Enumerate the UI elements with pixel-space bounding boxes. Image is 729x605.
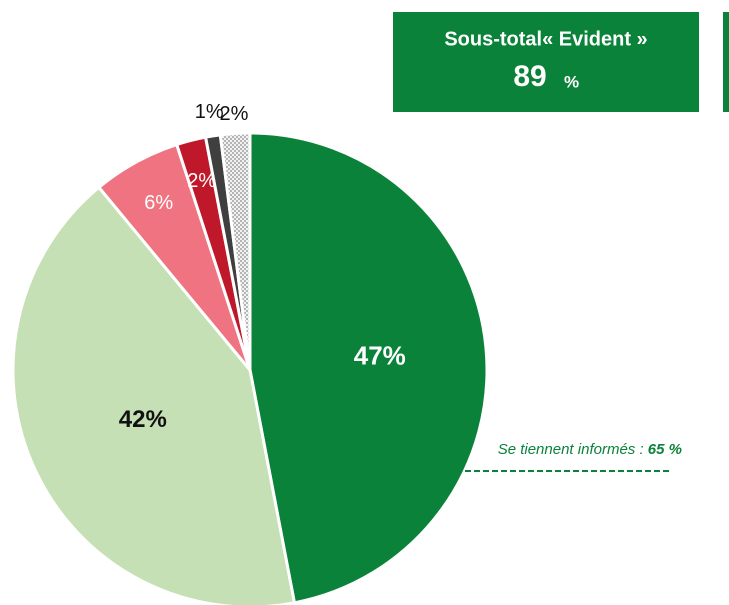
pie-slice bbox=[218, 131, 252, 371]
slice-label: 42% bbox=[119, 406, 167, 433]
slice-label: 47% bbox=[354, 341, 406, 371]
second-box bbox=[723, 12, 729, 112]
pie-slice bbox=[11, 185, 297, 605]
slice-label: 6% bbox=[144, 192, 173, 214]
subtotal-title: Sous-total« Evident » bbox=[444, 28, 647, 50]
pie bbox=[11, 131, 489, 605]
pie-slice bbox=[248, 131, 489, 605]
annotation: Se tiennent informés : 65 % bbox=[498, 441, 682, 458]
annotation-value: 65 % bbox=[648, 441, 682, 458]
slice-label: 1% bbox=[195, 101, 224, 123]
annotation-text: Se tiennent informés : bbox=[498, 441, 648, 458]
subtotal-box bbox=[393, 12, 699, 112]
slice-label: 2% bbox=[187, 170, 216, 192]
subtotal-value: 89 bbox=[513, 60, 546, 93]
subtotal-unit: % bbox=[564, 72, 579, 91]
slice-label: 2% bbox=[219, 103, 248, 125]
pie-labels: 47%42%6%2%1%2% bbox=[119, 101, 406, 433]
